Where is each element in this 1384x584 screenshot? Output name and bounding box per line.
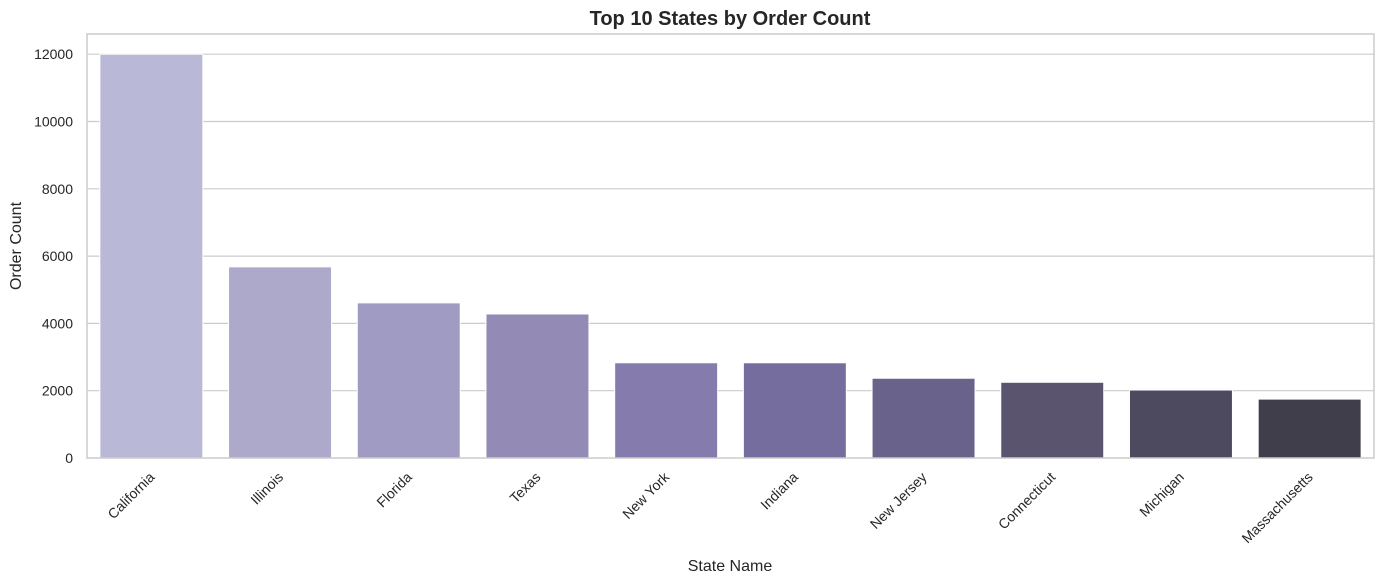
- x-tick-label: Connecticut: [995, 469, 1059, 533]
- bar-indiana: [742, 362, 847, 459]
- x-tick-label: New York: [619, 468, 673, 522]
- bar-illinois: [228, 266, 333, 459]
- y-tick-label: 2000: [42, 383, 73, 399]
- x-tick-label: Florida: [373, 469, 415, 511]
- x-axis-label: State Name: [688, 558, 773, 575]
- x-tick-label: Massachusetts: [1238, 469, 1315, 546]
- y-tick-label: 12000: [34, 46, 73, 62]
- bars: [99, 53, 1362, 459]
- plot-frame: [86, 33, 1375, 459]
- y-tick-labels: 0 2000 4000 6000 8000 10000 12000: [34, 46, 73, 466]
- bar-connecticut: [1000, 381, 1105, 459]
- chart-title: Top 10 States by Order Count: [590, 8, 871, 30]
- x-tick-label: New Jersey: [867, 469, 930, 532]
- bar-california: [99, 53, 204, 459]
- y-tick-label: 10000: [34, 113, 73, 129]
- bar-new-jersey: [871, 377, 976, 459]
- y-tick-label: 6000: [42, 248, 73, 264]
- x-tick-labels: California Illinois Florida Texas New York In…: [104, 468, 1315, 546]
- y-axis-label: Order Count: [8, 201, 25, 290]
- bar-massachusetts: [1257, 398, 1362, 459]
- x-tick-label: Indiana: [757, 469, 801, 513]
- bar-florida: [356, 302, 461, 459]
- y-tick-label: 0: [65, 450, 73, 466]
- x-tick-label: California: [104, 469, 157, 522]
- y-tick-label: 8000: [42, 181, 73, 197]
- bar-texas: [485, 313, 590, 459]
- bar-new-york: [614, 362, 719, 459]
- x-tick-label: Michigan: [1136, 469, 1187, 520]
- bar-michigan: [1128, 389, 1233, 459]
- x-tick-label: Texas: [506, 469, 543, 506]
- x-tick-label: Illinois: [247, 469, 286, 508]
- y-tick-label: 4000: [42, 315, 73, 331]
